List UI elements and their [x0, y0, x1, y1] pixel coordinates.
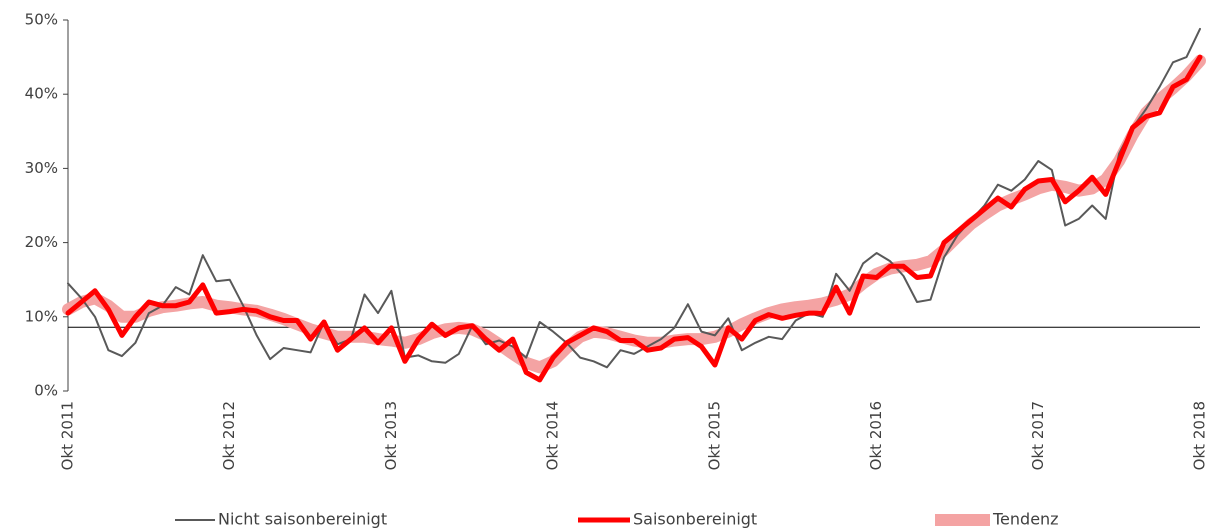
x-tick-label: Okt 2017: [1029, 401, 1047, 470]
legend-label: Saisonbereinigt: [633, 510, 757, 529]
y-tick-label: 30%: [25, 159, 58, 177]
series-line: [67, 27, 1201, 369]
series-line: [62, 54, 1206, 374]
y-tick-label: 20%: [25, 233, 58, 251]
y-tick-label: 10%: [25, 307, 58, 325]
y-tick-label: 40%: [25, 85, 58, 103]
x-tick-label: Okt 2011: [59, 401, 77, 470]
x-tick-label: Okt 2018: [1191, 401, 1209, 470]
y-tick-label: 0%: [34, 382, 58, 400]
x-tick-label: Okt 2014: [544, 401, 562, 470]
legend-label: Tendenz: [992, 510, 1059, 529]
x-tick-label: Okt 2015: [705, 401, 723, 470]
x-tick-label: Okt 2016: [867, 401, 885, 470]
legend-label: Nicht saisonbereinigt: [218, 510, 387, 529]
x-tick-label: Okt 2013: [382, 401, 400, 470]
x-tick-label: Okt 2012: [220, 401, 238, 470]
y-tick-label: 50%: [25, 11, 58, 29]
series-line: [65, 54, 1203, 383]
